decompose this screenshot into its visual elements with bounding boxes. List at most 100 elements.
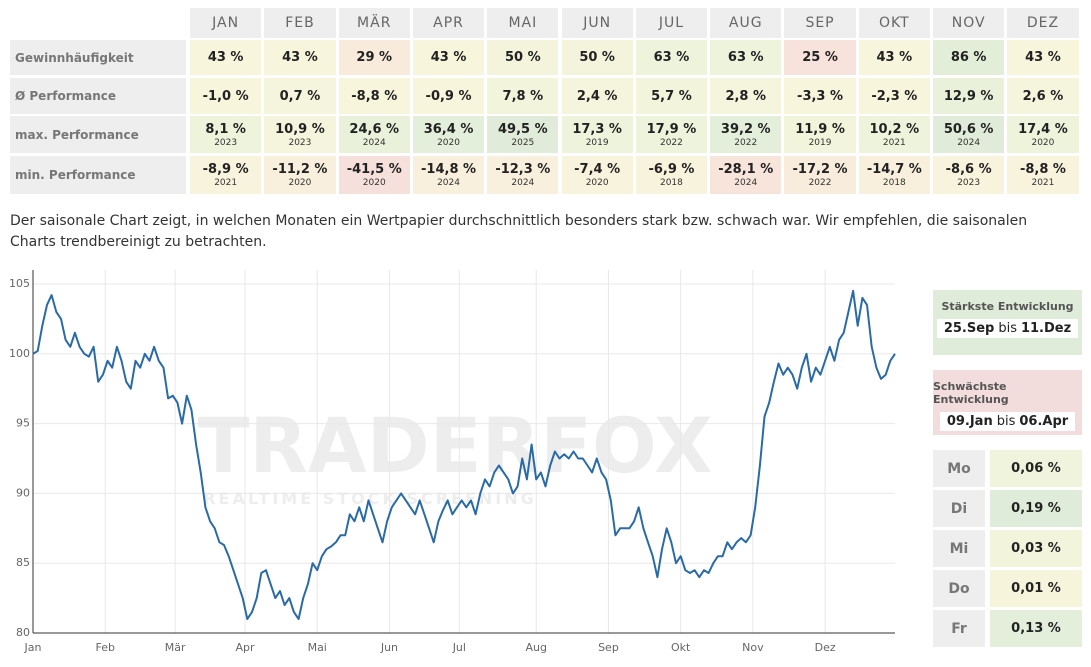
cell-value: 12,9 %	[943, 88, 994, 104]
table-cell: -1,0 %	[190, 78, 262, 114]
x-tick-label: Jan	[24, 641, 42, 654]
cell-year: 2022	[659, 137, 683, 148]
month-header: OKT	[858, 8, 930, 38]
table-cell: -0,9 %	[412, 78, 485, 114]
cell-value: -1,0 %	[202, 88, 249, 104]
cell-year: 2024	[437, 178, 460, 188]
row-label: min. Performance	[10, 156, 186, 194]
table-cell: 36,4 % 2020	[412, 116, 485, 153]
cell-value: 2,6 %	[1022, 88, 1064, 104]
cell-year: 2021	[214, 178, 238, 188]
cell-year: 2021	[882, 137, 906, 148]
x-tick-label: Dez	[815, 641, 836, 654]
x-tick-label: Feb	[95, 641, 114, 654]
cell-value: 11,9 %	[795, 121, 845, 137]
range-from: 25.Sep	[943, 321, 995, 336]
table-cell: 17,3 % 2019	[561, 116, 633, 153]
x-tick-label: Jun	[380, 641, 398, 654]
cell-year: 2021	[1031, 178, 1055, 188]
table-cell: 43 %	[1007, 40, 1079, 75]
cell-year: 2024	[511, 178, 535, 188]
cell-year: 2019	[808, 137, 832, 148]
cell-value: -6,9 %	[648, 162, 695, 177]
best-box: Stärkste Entwicklung 25.Sep bis 11.Dez	[933, 290, 1082, 355]
cell-year: 2023	[214, 137, 238, 148]
row-label: max. Performance	[10, 116, 186, 153]
table-cell: 10,2 % 2021	[858, 116, 930, 153]
cell-year: 2025	[511, 137, 535, 148]
y-tick-label: 80	[16, 626, 30, 639]
x-tick-label: Jul	[452, 641, 466, 654]
cell-year: 2020	[1031, 137, 1055, 148]
table-cell: 24,6 % 2024	[338, 116, 410, 153]
cell-value: -8,8 %	[351, 88, 398, 104]
cell-value: 5,7 %	[651, 88, 692, 104]
cell-value: -8,8 %	[1019, 162, 1066, 177]
worst-box: Schwächste Entwicklung 09.Jan bis 06.Apr	[933, 370, 1082, 435]
month-header: MÄR	[338, 8, 410, 38]
cell-year: 2019	[585, 137, 609, 148]
table-cell: 11,9 % 2019	[784, 116, 856, 153]
table-cell: 2,8 %	[710, 78, 782, 114]
cell-value: 50 %	[505, 50, 541, 65]
cell-year: 2020	[585, 178, 609, 188]
table-cell: 8,1 % 2023	[190, 116, 262, 153]
range-from: 09.Jan	[946, 414, 993, 429]
cell-value: 50,6 %	[943, 121, 994, 137]
cell-value: 63 %	[653, 50, 690, 65]
table-cell: 50 %	[561, 40, 633, 75]
cell-value: 2,8 %	[725, 88, 767, 104]
range-sep: bis	[998, 321, 1017, 336]
y-tick-label: 95	[16, 417, 30, 430]
cell-value: 7,8 %	[502, 88, 544, 104]
table-cell: 2,6 %	[1007, 78, 1079, 114]
cell-value: 25 %	[802, 50, 838, 65]
description: Der saisonale Chart zeigt, in welchen Mo…	[10, 213, 1028, 250]
cell-year: 2024	[734, 178, 758, 188]
cell-value: 17,3 %	[572, 121, 622, 137]
table-cell: 17,4 % 2020	[1007, 116, 1079, 153]
month-header: APR	[412, 8, 485, 38]
table-cell: -8,8 % 2021	[1007, 156, 1079, 194]
table-cell: -8,8 %	[338, 78, 410, 114]
table-cell: 49,5 % 2025	[487, 116, 559, 153]
cell-value: 43 %	[207, 50, 244, 65]
cell-value: 2,4 %	[576, 88, 618, 104]
x-tick-label: Sep	[598, 641, 619, 654]
table-cell: -3,3 %	[784, 78, 856, 114]
table-cell: -14,7 % 2018	[858, 156, 930, 194]
table-cell: -8,9 % 2021	[190, 156, 262, 194]
month-header: JUL	[635, 8, 708, 38]
cell-year: 2022	[734, 137, 758, 148]
weekday-value: 0,19 %	[990, 490, 1082, 527]
box-title: Stärkste Entwicklung	[941, 300, 1074, 313]
x-tick-label: Apr	[235, 641, 255, 654]
cell-value: 8,1 %	[205, 121, 246, 137]
cell-year: 2018	[882, 178, 906, 188]
cell-value: 17,9 %	[646, 121, 697, 137]
month-header: JAN	[190, 8, 262, 38]
cell-value: -14,8 %	[421, 162, 477, 177]
x-tick-label: Nov	[742, 641, 764, 654]
cell-value: -3,3 %	[797, 88, 844, 104]
cell-value: 49,5 %	[498, 121, 548, 137]
table-cell: 39,2 % 2022	[710, 116, 782, 153]
weekday-value: 0,01 %	[990, 570, 1082, 607]
table-cell: 86 %	[933, 40, 1005, 75]
table-cell: -6,9 % 2018	[635, 156, 708, 194]
cell-value: 17,4 %	[1018, 121, 1068, 137]
table-cell: 43 %	[858, 40, 930, 75]
cell-value: 43 %	[1025, 50, 1061, 65]
table-cell: -41,5 % 2020	[338, 156, 410, 194]
cell-value: -11,2 %	[272, 162, 328, 177]
cell-value: -28,1 %	[718, 162, 774, 177]
table-cell: -28,1 % 2024	[710, 156, 782, 194]
month-header: MAI	[487, 8, 559, 38]
cell-value: 43 %	[430, 50, 467, 65]
y-tick-label: 85	[16, 556, 30, 569]
weekday: Mo	[933, 450, 985, 487]
table-cell: -11,2 % 2020	[264, 156, 336, 194]
cell-value: 36,4 %	[423, 121, 474, 137]
